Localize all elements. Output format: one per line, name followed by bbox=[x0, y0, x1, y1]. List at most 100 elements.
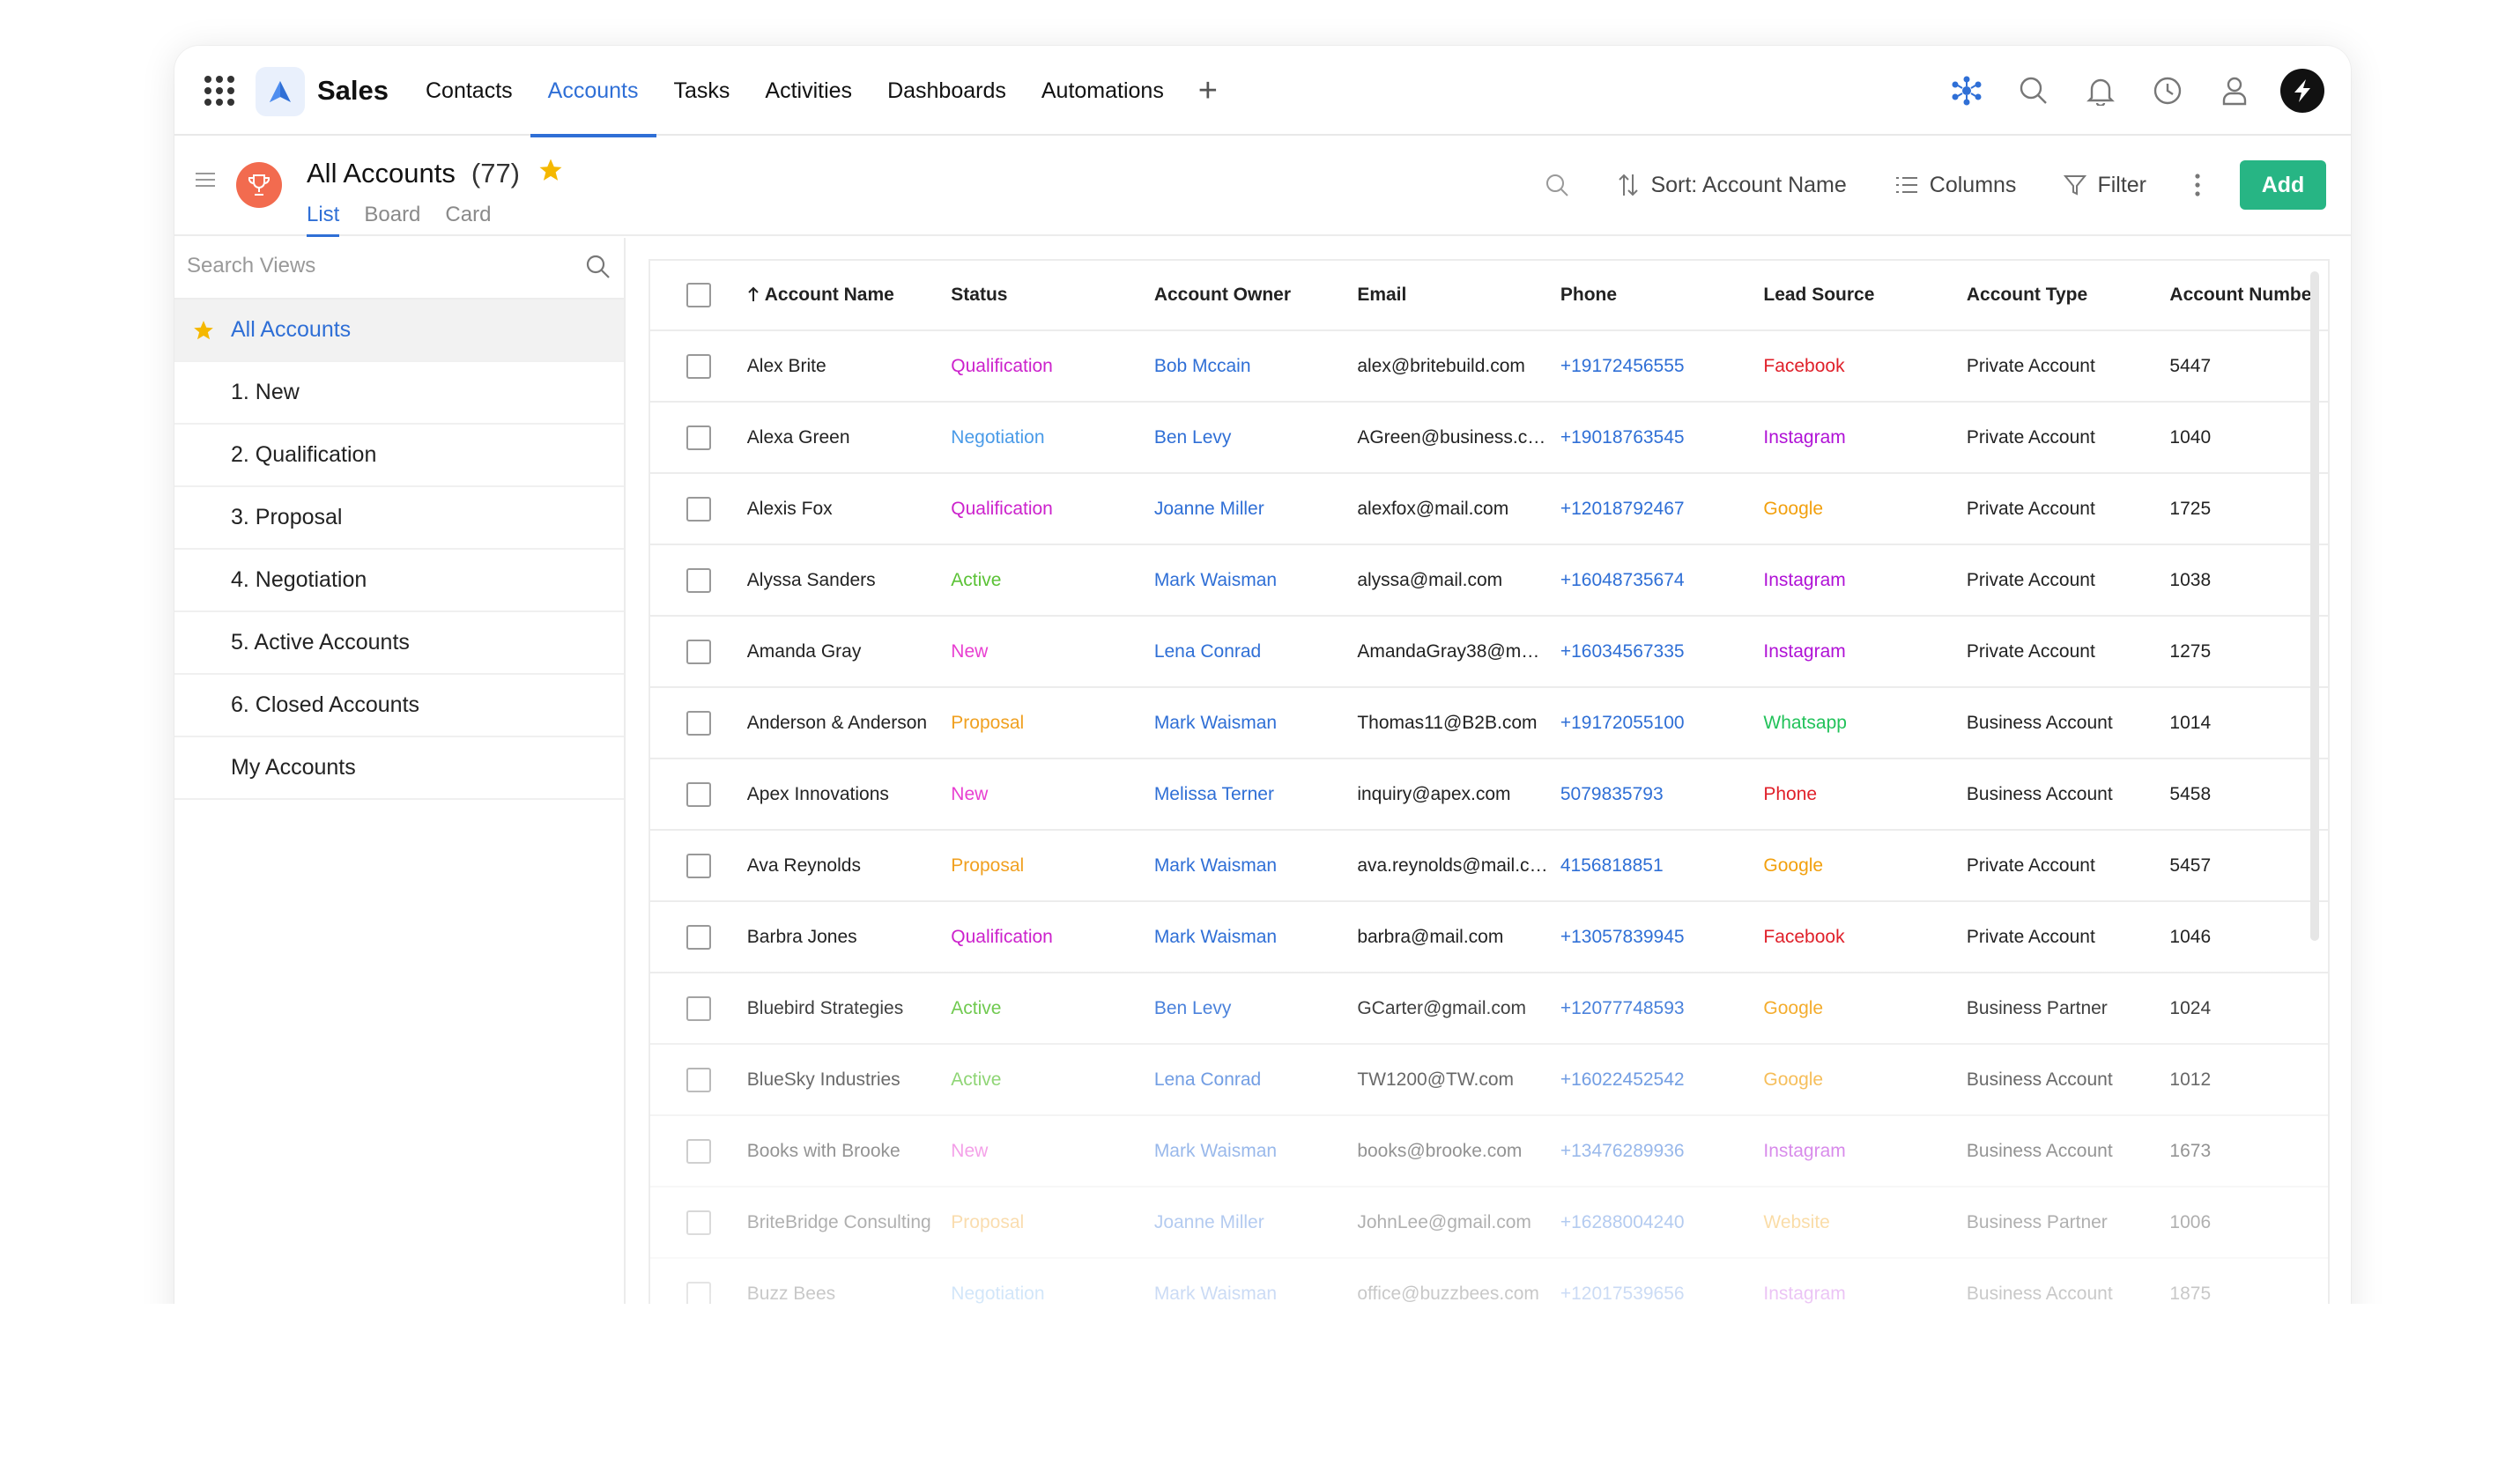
cell-phone[interactable]: +13476289936 bbox=[1560, 1140, 1685, 1161]
cell-account-name[interactable]: Bluebird Strategies bbox=[746, 997, 904, 1018]
more-options-icon[interactable] bbox=[2175, 160, 2220, 210]
add-button[interactable]: Add bbox=[2240, 160, 2326, 210]
row-checkbox[interactable] bbox=[686, 496, 711, 522]
cell-phone[interactable]: +16048735674 bbox=[1560, 569, 1685, 590]
table-search-button[interactable] bbox=[1525, 160, 1589, 210]
column-header-email[interactable]: Email bbox=[1357, 285, 1560, 306]
sidebar-item-view[interactable]: My Accounts bbox=[174, 737, 624, 800]
search-icon[interactable] bbox=[2012, 67, 2055, 115]
tab-contacts[interactable]: Contacts bbox=[426, 78, 513, 103]
sidebar-item-view[interactable]: 5. Active Accounts bbox=[174, 612, 624, 675]
cell-account-owner[interactable]: Mark Waisman bbox=[1153, 712, 1278, 733]
row-checkbox[interactable] bbox=[686, 924, 711, 950]
table-row[interactable]: Apex Innovations New Melissa Terner inquiry… bbox=[650, 759, 2328, 831]
favorite-star-icon[interactable] bbox=[537, 157, 564, 190]
cell-account-owner[interactable]: Mark Waisman bbox=[1153, 926, 1278, 947]
cell-account-owner[interactable]: Ben Levy bbox=[1153, 997, 1232, 1018]
tab-activities[interactable]: Activities bbox=[765, 78, 853, 103]
cell-account-name[interactable]: Alexis Fox bbox=[746, 498, 833, 519]
row-checkbox[interactable] bbox=[686, 353, 711, 379]
filter-button[interactable]: Filter bbox=[2044, 160, 2166, 210]
column-header-phone[interactable]: Phone bbox=[1560, 285, 1764, 306]
integrations-icon[interactable] bbox=[1946, 67, 1988, 115]
cell-phone[interactable]: +16288004240 bbox=[1560, 1211, 1685, 1232]
table-row[interactable]: Alex Brite Qualification Bob Mccain alex@br… bbox=[650, 331, 2328, 403]
table-row[interactable]: Amanda Gray New Lena Conrad AmandaGray38@ma… bbox=[650, 617, 2328, 688]
cell-account-owner[interactable]: Lena Conrad bbox=[1153, 640, 1262, 662]
cell-phone[interactable]: +19018763545 bbox=[1560, 426, 1685, 448]
cell-account-name[interactable]: Alex Brite bbox=[746, 355, 826, 376]
cell-account-name[interactable]: Amanda Gray bbox=[746, 640, 862, 662]
row-checkbox[interactable] bbox=[686, 1067, 711, 1092]
table-row[interactable]: BlueSky Industries Active Lena Conrad TW120… bbox=[650, 1045, 2328, 1116]
cell-account-name[interactable]: Books with Brooke bbox=[746, 1140, 901, 1161]
table-scrollbar[interactable] bbox=[2310, 271, 2319, 941]
cell-account-name[interactable]: Anderson & Anderson bbox=[746, 712, 928, 733]
cell-phone[interactable]: +16022452542 bbox=[1560, 1069, 1685, 1090]
cell-account-owner[interactable]: Melissa Terner bbox=[1153, 783, 1274, 804]
tab-tasks[interactable]: Tasks bbox=[673, 78, 730, 103]
select-all-checkbox[interactable] bbox=[686, 283, 711, 307]
sort-button[interactable]: Sort: Account Name bbox=[1597, 160, 1865, 210]
table-row[interactable]: Alexis Fox Qualification Joanne Miller alex… bbox=[650, 474, 2328, 545]
cell-phone[interactable]: +12017539656 bbox=[1560, 1283, 1685, 1304]
cell-phone[interactable]: +12077748593 bbox=[1560, 997, 1685, 1018]
sidebar-item-view[interactable]: All Accounts bbox=[174, 300, 624, 362]
user-icon[interactable] bbox=[2213, 67, 2256, 115]
cell-phone[interactable]: 5079835793 bbox=[1560, 783, 1664, 804]
table-row[interactable]: Bluebird Strategies Active Ben Levy GCarter… bbox=[650, 973, 2328, 1045]
tab-accounts[interactable]: Accounts bbox=[530, 46, 656, 137]
cell-account-name[interactable]: Apex Innovations bbox=[746, 783, 889, 804]
cell-phone[interactable]: +19172055100 bbox=[1560, 712, 1685, 733]
cell-account-name[interactable]: Ava Reynolds bbox=[746, 855, 861, 876]
cell-phone[interactable]: +13057839945 bbox=[1560, 926, 1685, 947]
column-header-account-number[interactable]: Account Number bbox=[2169, 285, 2328, 306]
cell-account-owner[interactable]: Ben Levy bbox=[1153, 426, 1232, 448]
row-checkbox[interactable] bbox=[686, 1138, 711, 1164]
cell-account-name[interactable]: Alyssa Sanders bbox=[746, 569, 876, 590]
cell-account-owner[interactable]: Joanne Miller bbox=[1153, 498, 1264, 519]
cell-account-owner[interactable]: Lena Conrad bbox=[1153, 1069, 1262, 1090]
table-row[interactable]: Barbra Jones Qualification Mark Waisman bar… bbox=[650, 902, 2328, 973]
cell-account-owner[interactable]: Mark Waisman bbox=[1153, 569, 1278, 590]
column-header-account-owner[interactable]: Account Owner bbox=[1154, 285, 1358, 306]
menu-toggle-icon[interactable] bbox=[196, 173, 215, 191]
column-header-lead-source[interactable]: Lead Source bbox=[1763, 285, 1967, 306]
cell-account-name[interactable]: Alexa Green bbox=[746, 426, 850, 448]
apps-grid-icon[interactable] bbox=[204, 76, 234, 106]
table-row[interactable]: BriteBridge Consulting Proposal Joanne Mil… bbox=[650, 1188, 2328, 1259]
tab-dashboards[interactable]: Dashboards bbox=[887, 78, 1006, 103]
row-checkbox[interactable] bbox=[686, 567, 711, 593]
sidebar-item-view[interactable]: 1. New bbox=[174, 362, 624, 425]
row-checkbox[interactable] bbox=[686, 1281, 711, 1306]
view-tab-list[interactable]: List bbox=[307, 203, 340, 237]
sidebar-item-view[interactable]: 4. Negotiation bbox=[174, 550, 624, 612]
columns-button[interactable]: Columns bbox=[1875, 160, 2036, 210]
sidebar-item-view[interactable]: 2. Qualification bbox=[174, 425, 624, 487]
column-header-status[interactable]: Status bbox=[951, 285, 1154, 306]
cell-account-name[interactable]: BriteBridge Consulting bbox=[746, 1211, 931, 1232]
bell-icon[interactable] bbox=[2079, 67, 2122, 115]
row-checkbox[interactable] bbox=[686, 853, 711, 878]
search-views-input[interactable] bbox=[187, 254, 557, 278]
cell-phone[interactable]: +19172456555 bbox=[1560, 355, 1685, 376]
column-header-account-type[interactable]: Account Type bbox=[1967, 285, 2170, 306]
table-row[interactable]: Books with Brooke New Mark Waisman books@br… bbox=[650, 1116, 2328, 1188]
table-row[interactable]: Ava Reynolds Proposal Mark Waisman ava.reyn… bbox=[650, 831, 2328, 902]
table-row[interactable]: Alexa Green Negotiation Ben Levy AGreen@bus… bbox=[650, 403, 2328, 474]
row-checkbox[interactable] bbox=[686, 995, 711, 1021]
table-row[interactable]: Anderson & Anderson Proposal Mark Waisman T… bbox=[650, 688, 2328, 759]
table-row[interactable]: Alyssa Sanders Active Mark Waisman alyssa@m… bbox=[650, 545, 2328, 617]
tab-automations[interactable]: Automations bbox=[1041, 78, 1164, 103]
cell-phone[interactable]: +12018792467 bbox=[1560, 498, 1685, 519]
sidebar-item-view[interactable]: 3. Proposal bbox=[174, 487, 624, 550]
cell-account-name[interactable]: Barbra Jones bbox=[746, 926, 857, 947]
row-checkbox[interactable] bbox=[686, 781, 711, 807]
search-icon[interactable] bbox=[585, 254, 611, 285]
column-header-account-name[interactable]: Account Name bbox=[747, 285, 952, 306]
row-checkbox[interactable] bbox=[686, 710, 711, 736]
view-tab-board[interactable]: Board bbox=[364, 203, 421, 226]
cell-phone[interactable]: 4156818851 bbox=[1560, 855, 1664, 876]
view-tab-card[interactable]: Card bbox=[445, 203, 492, 226]
cell-account-name[interactable]: Buzz Bees bbox=[746, 1283, 836, 1304]
